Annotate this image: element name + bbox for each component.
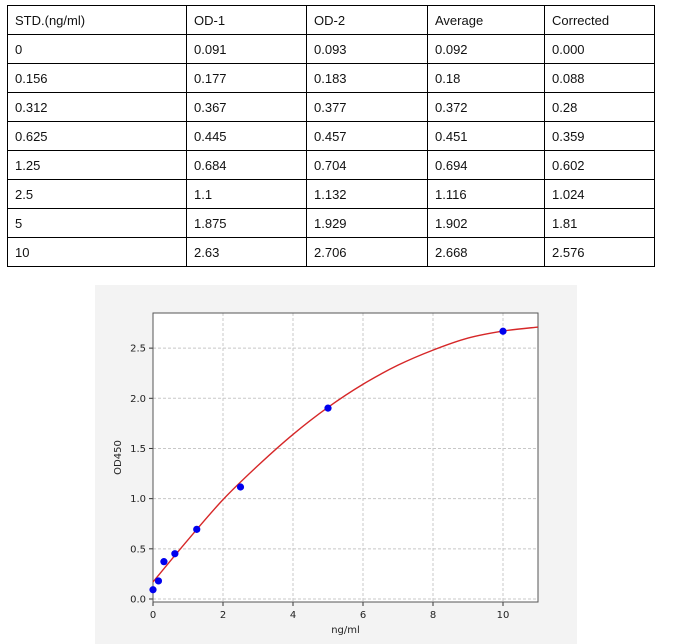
data-point [154, 577, 163, 585]
x-tick-label: 8 [430, 610, 436, 621]
x-tick-label: 6 [360, 610, 366, 621]
y-axis-label: OD450 [113, 440, 124, 475]
table-cell: 0.18 [427, 63, 545, 93]
table-cell: 2.668 [427, 237, 545, 267]
table-cell: 1.929 [306, 208, 428, 238]
table-cell: 2.576 [544, 237, 655, 267]
data-point [160, 558, 168, 566]
x-tick-label: 4 [290, 610, 296, 621]
table-cell: 0.445 [186, 121, 307, 151]
table-cell: 0.091 [186, 34, 307, 64]
fit-curve [152, 326, 539, 583]
x-tick-label: 10 [497, 610, 510, 621]
data-point [499, 327, 507, 335]
plot-frame [152, 312, 539, 603]
table-cell: 1.81 [544, 208, 655, 238]
table-cell: STD.(ng/ml) [7, 5, 187, 35]
data-point [236, 483, 245, 491]
table-cell: 2.706 [306, 237, 428, 267]
table-cell: Corrected [544, 5, 655, 35]
y-tick-label: 0.5 [130, 544, 146, 555]
table-cell: 0.312 [7, 92, 187, 122]
table-row: 0 0.091 0.093 0.092 0.000 [7, 34, 655, 64]
table-cell: 0.694 [427, 150, 545, 180]
table-cell: OD-1 [186, 5, 307, 35]
standards-table: STD.(ng/ml) OD-1 OD-2 Average Corrected 0 0.09… [7, 5, 655, 267]
table-header-row: STD.(ng/ml) OD-1 OD-2 Average Corrected [7, 5, 655, 35]
x-axis-label: ng/ml [331, 625, 360, 636]
table-cell: 0.372 [427, 92, 545, 122]
plot-area [153, 313, 538, 602]
table-cell: 2.5 [7, 179, 187, 209]
x-tick-label: 0 [150, 610, 156, 621]
table-cell: Average [427, 5, 545, 35]
table-cell: 1.024 [544, 179, 655, 209]
table-cell: 0.377 [306, 92, 428, 122]
x-tick-label: 2 [220, 610, 226, 621]
table-row: 5 1.875 1.929 1.902 1.81 [7, 208, 655, 238]
data-point [171, 550, 179, 558]
data-point [149, 586, 157, 594]
table-cell: 0.451 [427, 121, 545, 151]
y-tick-label: 1.5 [130, 444, 146, 455]
table-cell: 2.63 [186, 237, 307, 267]
y-tick-label: 0.0 [130, 594, 146, 605]
y-tick-label: 2.0 [130, 394, 146, 405]
data-point [193, 525, 201, 533]
y-tick-label: 1.0 [130, 494, 146, 505]
y-tick-label: 2.5 [130, 344, 146, 355]
table-cell: 0.093 [306, 34, 428, 64]
table-row: 10 2.63 2.706 2.668 2.576 [7, 237, 655, 267]
table-row: 0.312 0.367 0.377 0.372 0.28 [7, 92, 655, 122]
table-cell: 0.602 [544, 150, 655, 180]
table-cell: 0.684 [186, 150, 307, 180]
table-cell: 10 [7, 237, 187, 267]
table-cell: 0.183 [306, 63, 428, 93]
data-point [324, 404, 332, 412]
